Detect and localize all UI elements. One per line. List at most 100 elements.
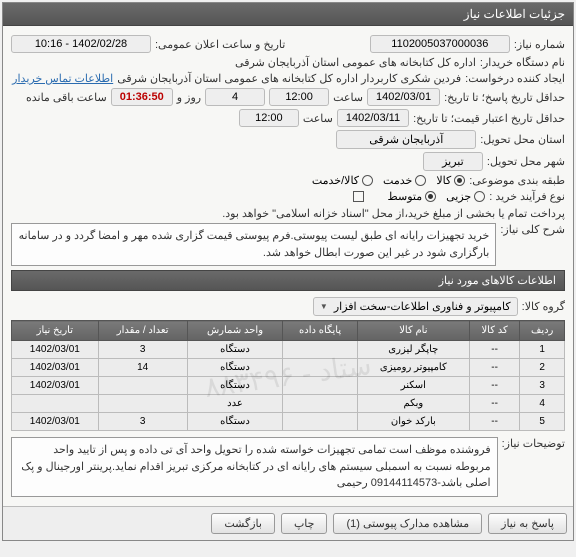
table-header: نام کالا <box>357 321 469 341</box>
table-cell: 1 <box>520 341 565 359</box>
table-row[interactable]: 5--بارکد خوان دستگاه31402/03/01 <box>12 413 565 431</box>
table-cell: 3 <box>98 341 187 359</box>
notes-box: فروشنده موظف است تمامی تجهیزات خواسته شد… <box>11 437 498 497</box>
table-cell: 1402/03/01 <box>12 359 99 377</box>
table-cell: 1402/03/01 <box>12 413 99 431</box>
table-cell: 3 <box>98 413 187 431</box>
table-cell: -- <box>469 377 520 395</box>
contact-link[interactable]: اطلاعات تماس خریدار <box>12 72 113 85</box>
print-button[interactable]: چاپ <box>281 513 328 534</box>
table-cell <box>283 341 358 359</box>
table-row[interactable]: 3--اسکنر دستگاه 1402/03/01 <box>12 377 565 395</box>
credit-deadline-label: حداقل تاریخ اعتبار قیمت؛ تا تاریخ: <box>413 112 565 125</box>
table-row[interactable]: 4--وبکمعدد <box>12 395 565 413</box>
creator-label: ایجاد کننده درخواست: <box>465 72 565 85</box>
table-row[interactable]: 1--چاپگر لیزری دستگاه31402/03/01 <box>12 341 565 359</box>
main-panel: جزئیات اطلاعات نیاز شماره نیاز: 11020050… <box>2 2 574 541</box>
notes-label: توضیحات نیاز: <box>502 437 565 450</box>
creator-value: فردین شکری کاربردار اداره کل کتابخانه ها… <box>117 72 461 85</box>
table-header: واحد شمارش <box>187 321 283 341</box>
table-cell: اسکنر <box>357 377 469 395</box>
niaz-no-value: 1102005037000036 <box>370 35 510 53</box>
subject-radio-group: کالا خدمت کالا/خدمت <box>312 174 465 187</box>
table-cell <box>98 395 187 413</box>
radio-dot-icon <box>454 175 465 186</box>
announce-value: 1402/02/28 - 10:16 <box>11 35 151 53</box>
table-cell: -- <box>469 359 520 377</box>
table-cell <box>283 359 358 377</box>
buyer-org-label: نام دستگاه خریدار: <box>480 56 565 69</box>
radio-service[interactable]: خدمت <box>383 174 426 187</box>
table-cell <box>12 395 99 413</box>
back-button[interactable]: بازگشت <box>211 513 275 534</box>
desc-box: خرید تجهیزات رایانه ای طبق لیست پیوستی.ف… <box>11 223 496 266</box>
radio-icon <box>362 175 373 186</box>
table-cell: چاپگر لیزری <box>357 341 469 359</box>
mid-label: متوسط <box>388 190 423 203</box>
table-cell: 14 <box>98 359 187 377</box>
goods-service-label: کالا/خدمت <box>312 174 359 187</box>
time-left-label: ساعت باقی مانده <box>26 91 107 104</box>
table-cell: -- <box>469 413 520 431</box>
group-dropdown[interactable]: کامپیوتر و فناوری اطلاعات-سخت افزار ▼ <box>313 297 518 316</box>
subject-class-label: طبقه بندی موضوعی: <box>469 174 565 187</box>
table-cell: 1402/03/01 <box>12 341 99 359</box>
button-bar: پاسخ به نیاز مشاهده مدارک پیوستی (1) چاپ… <box>3 506 573 540</box>
deadline-resp-label: حداقل تاریخ پاسخ؛ تا تاریخ: <box>444 91 565 104</box>
settlement-checkbox[interactable] <box>353 191 364 202</box>
table-cell: -- <box>469 341 520 359</box>
table-header: پایگاه داده <box>283 321 358 341</box>
credit-date: 1402/03/11 <box>337 109 409 127</box>
table-cell <box>283 413 358 431</box>
table-cell: 3 <box>520 377 565 395</box>
table-cell <box>283 395 358 413</box>
time-left-value: 01:36:50 <box>111 88 173 106</box>
table-cell: دستگاه <box>187 377 283 395</box>
radio-icon <box>415 175 426 186</box>
service-label: خدمت <box>383 174 412 187</box>
table-header: ردیف <box>520 321 565 341</box>
province-value: آذربایجان شرقی <box>336 130 476 149</box>
items-table: ردیفکد کالانام کالاپایگاه دادهواحد شمارش… <box>11 320 565 431</box>
time-label-2: ساعت <box>303 112 333 125</box>
table-header: تعداد / مقدار <box>98 321 187 341</box>
buy-type-label: نوع فرآیند خرید : <box>489 190 565 203</box>
table-cell <box>98 377 187 395</box>
niaz-no-label: شماره نیاز: <box>514 38 565 51</box>
low-label: جزیی <box>446 190 471 203</box>
table-row[interactable]: 2--کامپیوتر رومیزیدستگاه141402/03/01 <box>12 359 565 377</box>
radio-goods[interactable]: کالا <box>436 174 465 187</box>
radio-dot-icon <box>425 191 436 202</box>
table-cell: -- <box>469 395 520 413</box>
table-cell: 5 <box>520 413 565 431</box>
table-cell: 4 <box>520 395 565 413</box>
announce-label: تاریخ و ساعت اعلان عمومی: <box>155 38 285 51</box>
radio-mid[interactable]: متوسط <box>388 190 437 203</box>
attachments-button[interactable]: مشاهده مدارک پیوستی (1) <box>333 513 482 534</box>
goods-label: کالا <box>436 174 451 187</box>
days-val: 4 <box>205 88 265 106</box>
province-label: استان محل تحویل: <box>480 133 565 146</box>
reply-button[interactable]: پاسخ به نیاز <box>488 513 567 534</box>
table-cell: عدد <box>187 395 283 413</box>
table-cell: بارکد خوان <box>357 413 469 431</box>
group-label: گروه کالا: <box>522 300 565 313</box>
deadline-date: 1402/03/01 <box>367 88 440 106</box>
buy-type-radio-group: جزیی متوسط <box>388 190 486 203</box>
table-cell: دستگاه <box>187 341 283 359</box>
buyer-org-value: اداره کل کتابخانه های عمومی استان آذربای… <box>235 56 476 69</box>
radio-goods-service[interactable]: کالا/خدمت <box>312 174 373 187</box>
credit-time: 12:00 <box>239 109 299 127</box>
time-label-1: ساعت <box>333 91 363 104</box>
table-cell: 1402/03/01 <box>12 377 99 395</box>
table-cell: کامپیوتر رومیزی <box>357 359 469 377</box>
group-value: کامپیوتر و فناوری اطلاعات-سخت افزار <box>334 300 511 313</box>
chevron-down-icon: ▼ <box>320 302 328 311</box>
city-label: شهر محل تحویل: <box>487 155 565 168</box>
items-section-title: اطلاعات کالاهای مورد نیاز <box>11 270 565 291</box>
radio-low[interactable]: جزیی <box>446 190 485 203</box>
table-cell: 2 <box>520 359 565 377</box>
table-cell: دستگاه <box>187 413 283 431</box>
desc-label: شرح کلی نیاز: <box>500 223 565 236</box>
table-cell <box>283 377 358 395</box>
